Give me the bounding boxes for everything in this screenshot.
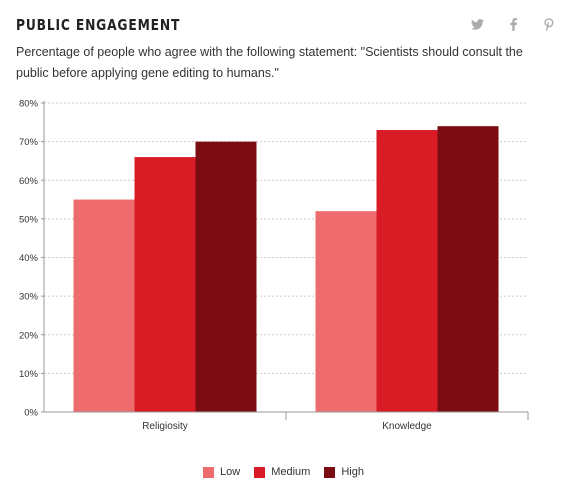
y-tick-label: 30% [19, 292, 39, 303]
x-tick-label: Knowledge [382, 421, 432, 432]
twitter-icon[interactable] [470, 17, 484, 31]
facebook-icon[interactable] [506, 17, 520, 31]
chart-legend: Low Medium High [0, 466, 567, 478]
chart-title: PUBLIC ENGAGEMENT [16, 16, 181, 34]
bar-medium [134, 157, 196, 412]
bar-high [195, 141, 257, 412]
bar-chart: 0% 10% 20% 30% 40% 50% 60% 70% 80% Religiosity Kno… [19, 99, 529, 432]
y-tick-label: 40% [19, 253, 39, 264]
share-bar [470, 14, 556, 34]
legend-item-medium[interactable]: Medium [254, 466, 310, 478]
x-tick-label: Religiosity [142, 421, 188, 432]
legend-swatch [254, 466, 266, 478]
chart-subtitle: Percentage of people who agree with the … [16, 45, 523, 80]
y-tick-label: 10% [19, 369, 39, 380]
legend-label: Medium [271, 466, 311, 478]
bar-low [73, 199, 135, 412]
bar-high [437, 126, 499, 413]
legend-item-low[interactable]: Low [203, 466, 240, 478]
bar-low [315, 211, 377, 412]
chart-header: PUBLIC ENGAGEMENT [16, 14, 556, 38]
y-tick-label: 20% [19, 330, 39, 341]
pinterest-icon[interactable] [542, 17, 556, 31]
y-tick-label: 70% [19, 137, 39, 148]
legend-swatch [203, 466, 215, 478]
y-tick-label: 60% [19, 176, 39, 187]
legend-item-high[interactable]: High [324, 466, 364, 478]
legend-label: High [341, 466, 364, 478]
bar-medium [376, 130, 438, 412]
y-tick-label: 80% [19, 99, 39, 110]
y-tick-label: 0% [24, 408, 38, 419]
legend-label: Low [220, 466, 241, 478]
legend-swatch [324, 466, 336, 478]
y-tick-label: 50% [19, 214, 39, 225]
